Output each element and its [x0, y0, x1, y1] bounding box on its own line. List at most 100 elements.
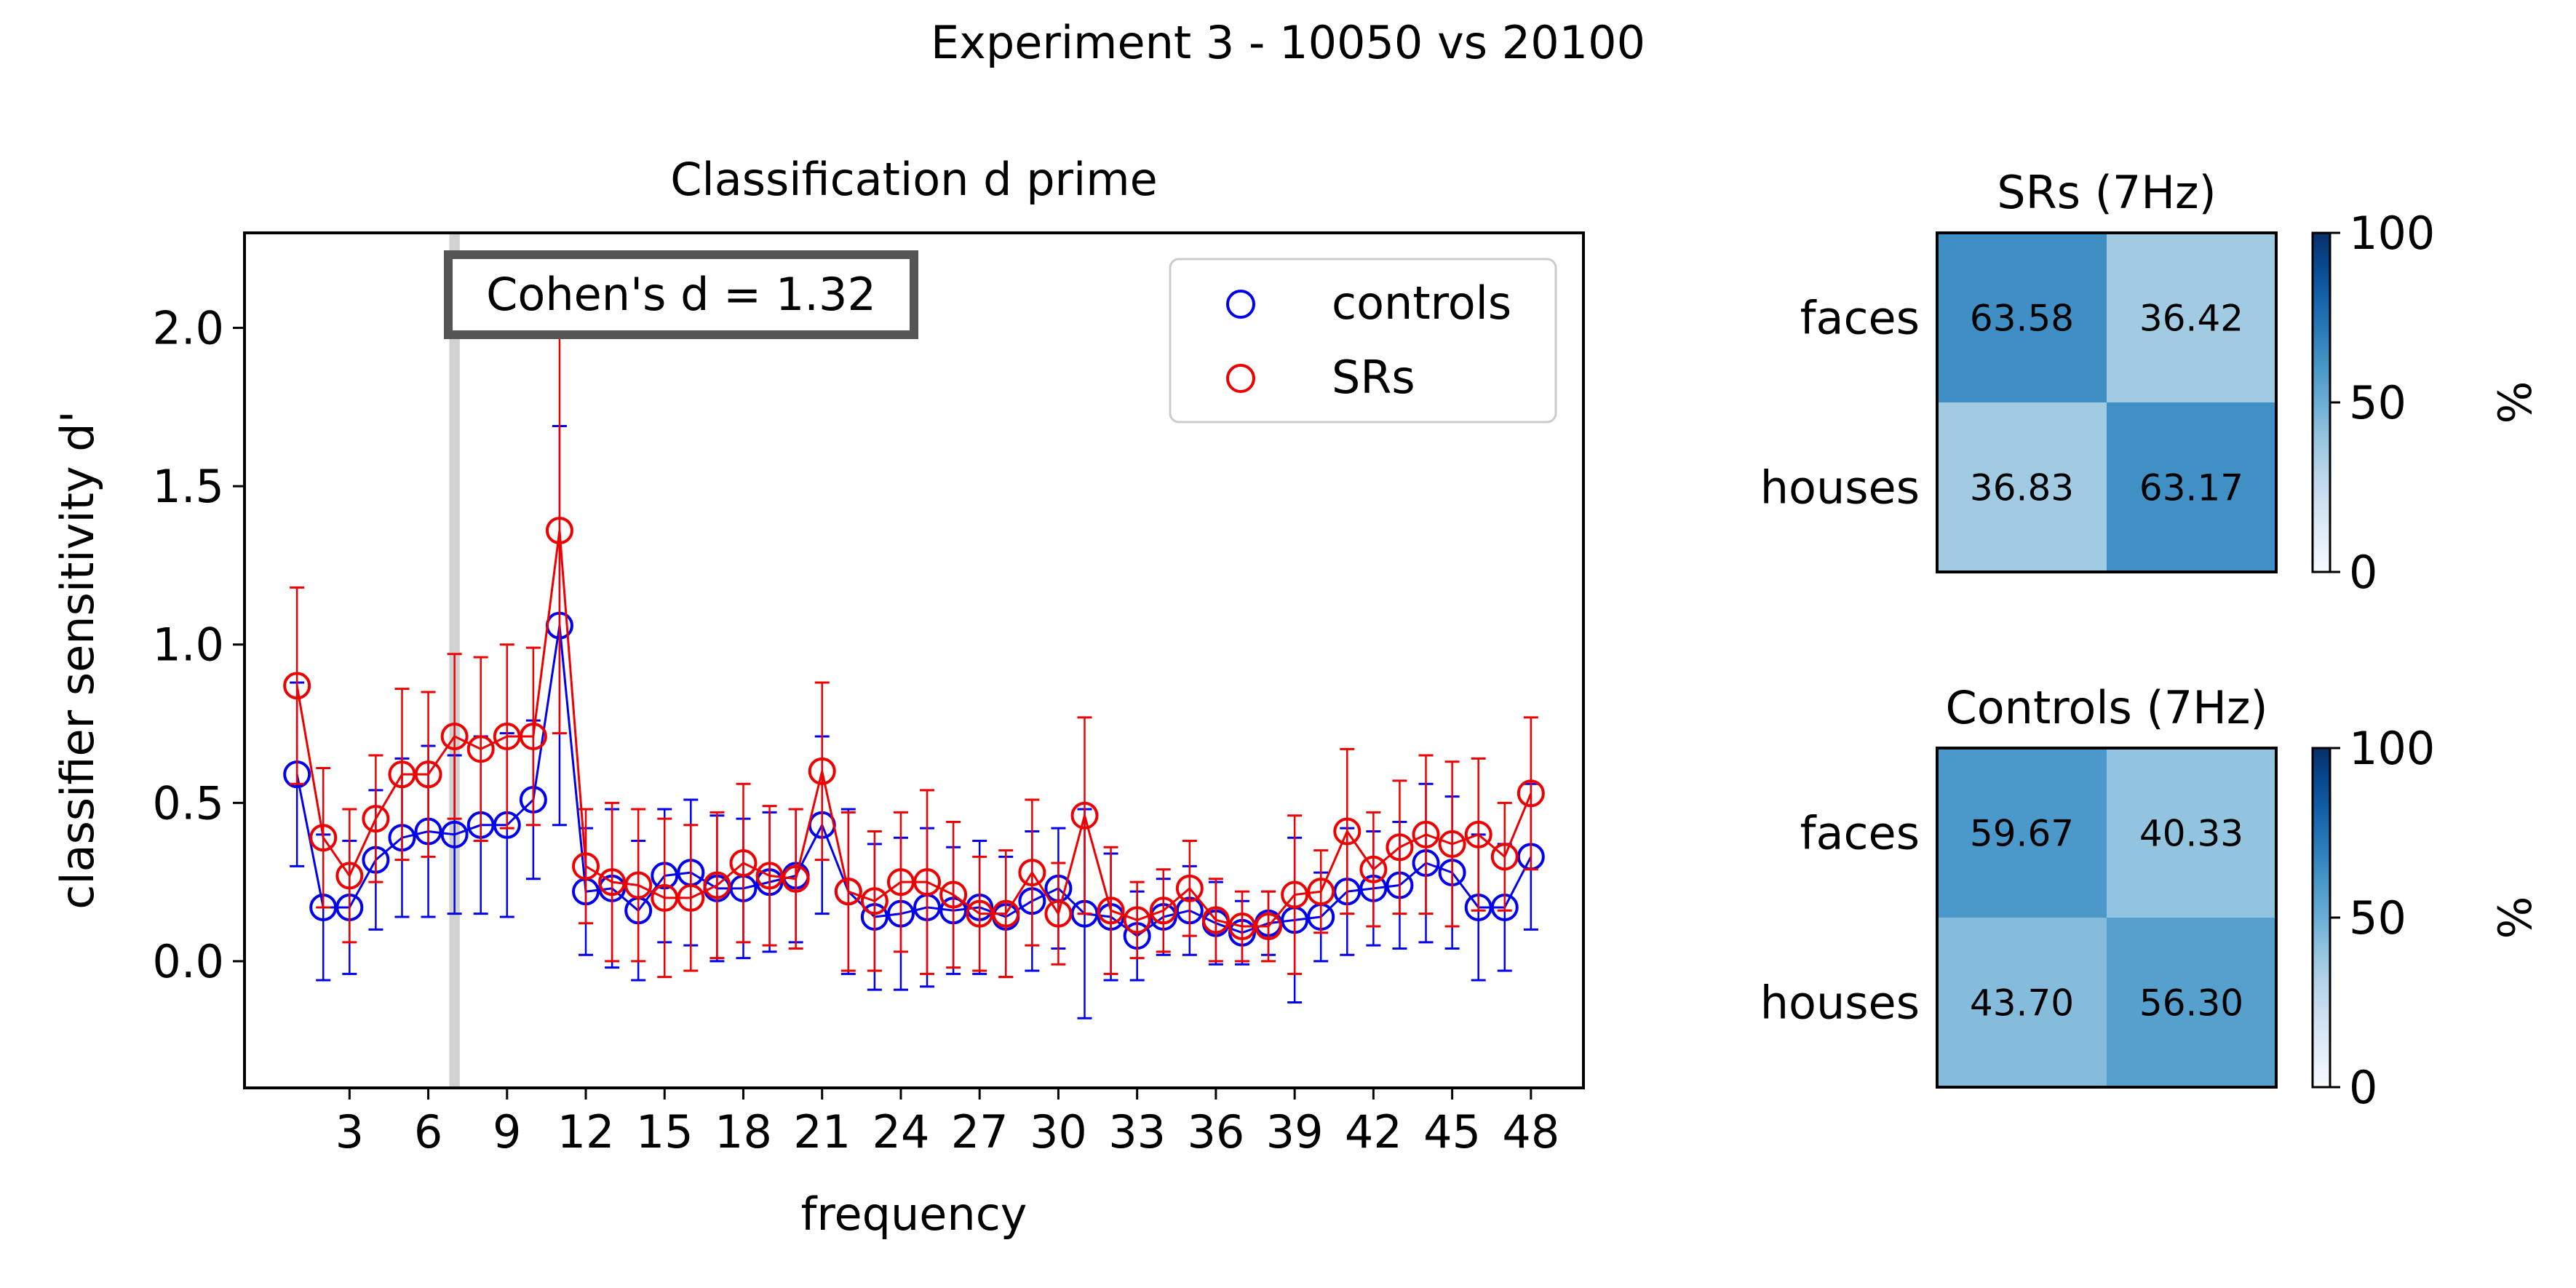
data-point-srs	[1123, 906, 1151, 934]
x-tick-label: 33	[1108, 1105, 1166, 1158]
colorbar-tick-label: 50	[2349, 891, 2406, 945]
data-point-srs	[966, 899, 994, 928]
data-point-srs	[703, 871, 731, 899]
data-point-srs	[335, 862, 364, 890]
data-point-srs	[624, 871, 653, 899]
x-tick-label: 21	[793, 1105, 851, 1158]
x-tick-label: 6	[414, 1105, 442, 1158]
figure-suptitle: Experiment 3 - 10050 vs 20100	[931, 16, 1645, 69]
x-tick-label: 42	[1345, 1105, 1402, 1158]
legend-marker-controls	[1226, 290, 1255, 319]
data-point-srs	[1464, 820, 1492, 848]
heatmap-cell	[1937, 233, 2107, 402]
data-point-srs	[1438, 830, 1466, 858]
data-point-srs	[1044, 899, 1073, 928]
annotation-text: Cohen's d = 1.32	[486, 268, 876, 321]
data-point-srs	[834, 878, 862, 906]
heatmap-cell	[1937, 918, 2107, 1087]
controls-colorbar	[2313, 748, 2330, 1087]
y-tick-label: 1.5	[152, 460, 224, 513]
data-point-srs	[519, 722, 547, 750]
y-tick-label: 0.5	[152, 776, 224, 830]
y-tick-label: 0.0	[152, 935, 224, 988]
data-point-controls	[440, 820, 469, 848]
colorbar-label: %	[2489, 381, 2542, 424]
data-point-srs	[414, 760, 442, 789]
data-point-srs	[1490, 843, 1519, 871]
y-axis-label: classifier sensitivity d'	[51, 410, 104, 909]
heatmap-row-label: houses	[1760, 461, 1920, 514]
dprime-plot-frame	[243, 231, 1585, 1089]
heatmap-frame	[1936, 747, 2278, 1089]
x-tick-label: 24	[872, 1105, 930, 1158]
x-tick-label: 18	[715, 1105, 772, 1158]
series-controls	[283, 424, 1545, 1019]
x-tick-label: 3	[335, 1105, 364, 1158]
srs-colorbar	[2313, 233, 2330, 572]
controls-confusion-matrix: Controls (7Hz) 59.67 40.33 faces 43.70 56.30 h…	[1760, 681, 2542, 1114]
heatmap-cell	[1937, 748, 2107, 918]
y-tick-label: 2.0	[152, 302, 224, 355]
data-point-srs	[1201, 906, 1230, 934]
data-point-srs	[1097, 897, 1125, 925]
data-point-srs	[1281, 880, 1309, 909]
heatmap-cell	[2107, 748, 2276, 918]
data-point-srs	[1070, 801, 1099, 830]
data-point-srs	[1018, 859, 1046, 887]
data-point-srs	[677, 883, 705, 912]
heatmap-cell-value: 63.17	[2139, 467, 2243, 509]
data-point-srs	[545, 517, 573, 545]
x-tick-label: 45	[1423, 1105, 1481, 1158]
data-point-srs	[651, 883, 679, 912]
heatmap-cell-value: 40.33	[2139, 813, 2243, 855]
heatmap-cell-value: 36.42	[2139, 298, 2243, 340]
x-tick-label: 39	[1266, 1105, 1324, 1158]
data-point-srs	[1175, 874, 1204, 902]
colorbar-label: %	[2489, 897, 2542, 939]
data-point-srs	[1228, 913, 1256, 941]
x-tick-label: 15	[636, 1105, 693, 1158]
colorbar-tick-label: 100	[2349, 722, 2435, 775]
data-point-srs	[939, 880, 968, 909]
data-point-srs	[572, 852, 600, 880]
dprime-chart-title: Classification d prime	[670, 153, 1158, 206]
controls-heatmap-title: Controls (7Hz)	[1945, 681, 2267, 734]
data-point-srs	[782, 864, 810, 893]
x-tick-label: 12	[557, 1105, 615, 1158]
colorbar-tick-label: 50	[2349, 376, 2406, 429]
series-line-srs	[295, 530, 1533, 928]
annotation-box	[444, 250, 918, 339]
heatmap-cell-value: 56.30	[2139, 982, 2243, 1025]
x-tick-label: 9	[493, 1105, 521, 1158]
heatmap-cell-value: 36.83	[1970, 467, 2074, 509]
data-point-srs	[1516, 779, 1545, 808]
cohens-d-annotation: Cohen's d = 1.32	[444, 250, 918, 339]
data-point-srs	[1307, 878, 1335, 906]
x-tick-label: 36	[1187, 1105, 1244, 1158]
legend-marker-srs	[1226, 364, 1255, 393]
heatmap-cell-value: 59.67	[1970, 813, 2074, 855]
x-tick-label: 27	[951, 1105, 1009, 1158]
data-point-srs	[1149, 897, 1177, 925]
heatmap-cell	[2107, 233, 2276, 402]
data-point-srs	[1333, 817, 1361, 846]
dprime-chart: Classification d prime 3 6 9 12 15 18 21 24 27 30…	[51, 153, 1585, 1241]
colorbar-tick-label: 100	[2349, 207, 2435, 260]
colorbar-tick-label: 0	[2349, 546, 2377, 599]
data-point-srs	[992, 899, 1020, 928]
data-point-srs	[808, 757, 836, 785]
x-tick-label: 30	[1030, 1105, 1087, 1158]
data-point-srs	[729, 849, 758, 878]
heatmap-row-label: faces	[1800, 292, 1920, 345]
data-point-srs	[755, 862, 784, 890]
data-point-srs	[1255, 913, 1283, 941]
heatmap-frame	[1936, 231, 2278, 573]
srs-confusion-matrix: SRs (7Hz) 63.58 36.42 faces 36.83 63.17 houses…	[1760, 166, 2542, 599]
x-axis-label: frequency	[801, 1188, 1027, 1241]
series-srs	[283, 327, 1545, 979]
heatmap-row-label: faces	[1800, 807, 1920, 860]
heatmap-cell	[2107, 918, 2276, 1087]
data-point-srs	[860, 887, 889, 915]
data-point-srs	[309, 824, 338, 852]
